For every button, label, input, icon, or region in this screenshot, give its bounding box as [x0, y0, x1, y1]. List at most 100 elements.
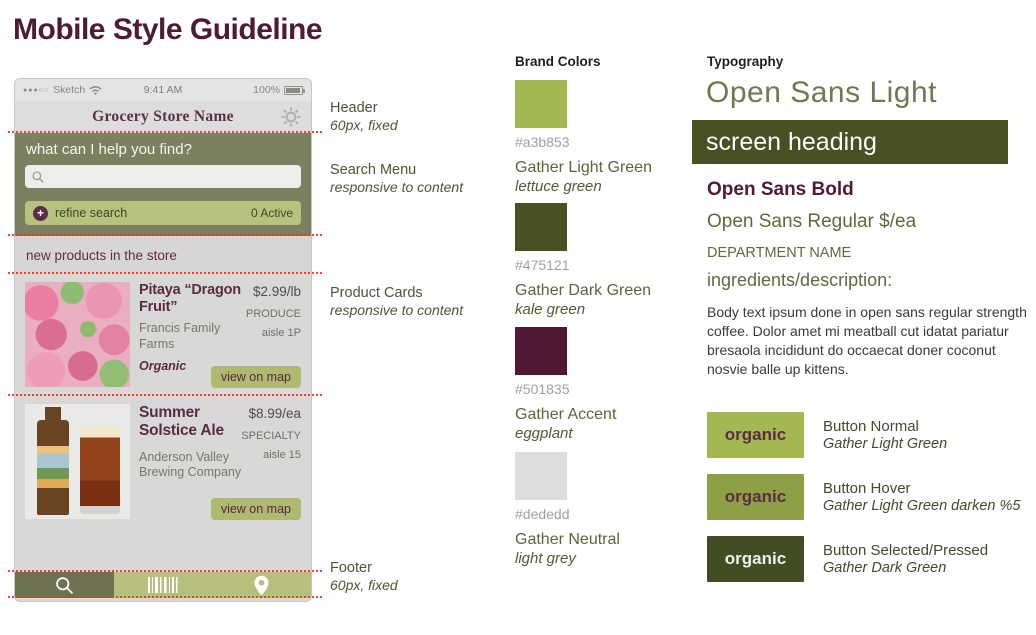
content-gap — [15, 528, 311, 572]
type-sample-light: Open Sans Light — [706, 76, 937, 109]
product-price: $8.99/ea — [248, 406, 301, 421]
refine-search-bar[interactable]: + refine search 0 Active — [25, 201, 301, 225]
color-swatch — [515, 452, 567, 500]
battery-percent-label: 100% — [253, 84, 280, 96]
color-swatch — [515, 80, 567, 128]
color-alias-label: kale green — [515, 301, 586, 318]
button-state-label: Button Normal — [823, 418, 919, 435]
button-normal-specimen[interactable]: organic — [707, 412, 804, 458]
annotation-label: Header — [330, 100, 378, 116]
product-department: SPECIALTY — [241, 430, 301, 442]
section-boundary-line — [8, 596, 322, 598]
button-normal-caption: Button Normal Gather Light Green — [823, 412, 947, 458]
color-hex-label: #501835 — [515, 381, 570, 397]
annotation-note: responsive to content — [330, 179, 464, 195]
view-on-map-button[interactable]: view on map — [210, 498, 301, 520]
swatch-gather-accent: #501835 Gather Accent eggplant — [515, 327, 685, 442]
swatch-gather-neutral: #dededd Gather Neutral light grey — [515, 452, 685, 567]
color-name-label: Gather Light Green — [515, 159, 652, 176]
product-aisle: aisle 15 — [263, 449, 301, 461]
annotation-search-menu: Search Menu responsive to content — [330, 162, 500, 195]
app-header: Grocery Store Name — [15, 101, 311, 133]
section-boundary-line — [8, 394, 322, 396]
annotation-header: Header 60px, fixed — [330, 100, 500, 133]
annotation-footer: Footer 60px, fixed — [330, 560, 500, 593]
annotation-label: Product Cards — [330, 285, 423, 301]
brand-colors-heading: Brand Colors — [515, 54, 601, 69]
button-state-label: Button Hover — [823, 480, 911, 497]
color-name-label: Gather Accent — [515, 406, 617, 423]
color-alias-label: lettuce green — [515, 178, 602, 195]
button-hover-specimen[interactable]: organic — [707, 474, 804, 520]
type-sample-bold: Open Sans Bold — [707, 179, 854, 200]
product-name: Pitaya “Dragon Fruit” — [139, 282, 241, 316]
type-sample-screen-heading: screen heading — [706, 127, 877, 156]
button-state-label: Button Selected/Pressed — [823, 542, 989, 559]
annotation-note: responsive to content — [330, 302, 464, 318]
type-sample-body: Body text ipsum done in open sans regula… — [707, 304, 1027, 378]
search-menu-section: what can I help you find? + refine searc… — [15, 133, 311, 236]
button-state-note: Gather Dark Green — [823, 560, 947, 576]
annotation-label: Footer — [330, 560, 372, 576]
gear-icon[interactable] — [281, 107, 301, 132]
annotation-product-cards: Product Cards responsive to content — [330, 285, 500, 318]
store-name-title: Grocery Store Name — [92, 108, 234, 125]
tab-store-map[interactable] — [212, 572, 311, 598]
carrier-label: Sketch — [53, 84, 86, 96]
view-on-map-button[interactable]: view on map — [210, 366, 301, 388]
annotation-label: Search Menu — [330, 162, 417, 178]
page-title: Mobile Style Guideline — [13, 13, 323, 46]
color-name-label: Gather Dark Green — [515, 282, 652, 299]
product-price: $2.99/lb — [252, 284, 301, 299]
section-boundary-line — [8, 272, 322, 274]
product-vendor: Francis Family Farms — [139, 321, 221, 351]
product-card[interactable]: Pitaya “Dragon Fruit” Francis Family Far… — [15, 274, 311, 396]
section-boundary-line — [8, 131, 322, 133]
barcode-icon — [148, 577, 178, 593]
tab-bar — [15, 572, 311, 598]
dragon-fruit-photo — [25, 282, 130, 387]
product-vendor: Anderson Valley Brewing Company — [139, 449, 242, 480]
product-tag: Organic — [139, 359, 187, 374]
section-boundary-line — [8, 234, 322, 236]
color-hex-label: #dededd — [515, 506, 570, 522]
beer-bottle-photo — [25, 404, 130, 519]
type-sample-ingredients: ingredients/description: — [707, 270, 893, 290]
color-alias-label: eggplant — [515, 425, 573, 442]
search-icon — [32, 170, 44, 183]
button-hover-caption: Button Hover Gather Light Green darken %… — [823, 474, 1020, 520]
button-pressed-specimen[interactable]: organic — [707, 536, 804, 582]
product-department: PRODUCE — [245, 308, 301, 320]
tab-barcode-scan[interactable] — [113, 572, 213, 598]
product-name: Summer Solstice Ale — [139, 404, 224, 440]
search-icon — [56, 576, 73, 594]
section-label: new products in the store — [26, 247, 177, 263]
swatch-gather-light-green: #a3b853 Gather Light Green lettuce green — [515, 80, 685, 195]
type-sample-regular: Open Sans Regular $/ea — [707, 211, 917, 232]
section-header-strip: new products in the store — [15, 236, 311, 274]
button-state-note: Gather Light Green — [823, 436, 948, 452]
product-card[interactable]: Summer Solstice Ale Anderson Valley Brew… — [15, 396, 311, 528]
search-input[interactable] — [25, 165, 301, 188]
clock-label: 9:41 AM — [143, 84, 183, 96]
map-pin-icon — [254, 575, 269, 595]
typography-heading: Typography — [707, 54, 784, 69]
refine-search-label: refine search — [55, 206, 128, 220]
annotation-note: 60px, fixed — [330, 577, 398, 593]
color-hex-label: #475121 — [515, 257, 570, 273]
status-bar: ●●●○○ Sketch 9:41 AM 100% — [15, 79, 311, 101]
color-hex-label: #a3b853 — [515, 134, 570, 150]
color-name-label: Gather Neutral — [515, 531, 620, 548]
active-filter-count: 0 Active — [250, 206, 293, 220]
button-pressed-caption: Button Selected/Pressed Gather Dark Gree… — [823, 536, 988, 582]
plus-circle-icon: + — [33, 205, 48, 221]
wifi-icon — [89, 86, 102, 95]
section-boundary-line — [8, 570, 322, 572]
color-swatch — [515, 203, 567, 251]
swatch-gather-dark-green: #475121 Gather Dark Green kale green — [515, 203, 685, 318]
color-alias-label: light grey — [515, 550, 576, 567]
tab-search[interactable] — [15, 572, 114, 598]
color-swatch — [515, 327, 567, 375]
screen-heading-bar: screen heading — [692, 120, 1008, 164]
